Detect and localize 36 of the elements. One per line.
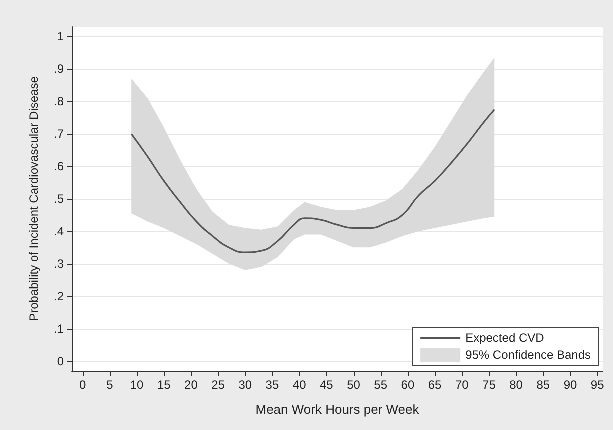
x-tick-label: 5 bbox=[106, 378, 114, 392]
x-tick-label: 85 bbox=[536, 378, 550, 392]
x-tick-label: 0 bbox=[79, 378, 86, 392]
x-tick-label: 10 bbox=[130, 378, 144, 392]
x-tick-label: 70 bbox=[455, 378, 470, 392]
y-tick-label: 1 bbox=[57, 30, 64, 44]
y-tick-label: .9 bbox=[54, 62, 64, 76]
x-tick-label: 30 bbox=[238, 378, 252, 392]
x-tick-label: 75 bbox=[482, 378, 496, 392]
y-tick-label: 0 bbox=[57, 354, 64, 368]
y-tick-label: .4 bbox=[54, 224, 64, 238]
line-series bbox=[130, 108, 496, 254]
x-axis-title: Mean Work Hours per Week bbox=[256, 402, 420, 417]
y-tick-label: .7 bbox=[54, 127, 64, 142]
annotation: 95% Confidence Bands bbox=[466, 348, 591, 362]
y-tick-label: .2 bbox=[54, 289, 64, 304]
y-tick-label: .6 bbox=[54, 160, 64, 174]
x-tick-label: 60 bbox=[401, 378, 415, 392]
x-tick-label: 35 bbox=[266, 378, 280, 392]
y-tick-label: .8 bbox=[54, 94, 64, 109]
x-tick-label: 15 bbox=[157, 378, 172, 392]
x-tick-label: 55 bbox=[374, 378, 388, 392]
x-tick-label: 25 bbox=[212, 378, 226, 392]
y-tick-label: .1 bbox=[54, 322, 64, 336]
x-tick-label: 65 bbox=[428, 378, 442, 392]
x-tick-label: 95 bbox=[590, 378, 605, 392]
y-axis-title: Probability of Incident Cardiovascular Disease bbox=[27, 76, 41, 322]
y-tick-label: .5 bbox=[54, 192, 64, 206]
x-tick-label: 20 bbox=[184, 378, 198, 392]
x-tick-label: 80 bbox=[510, 378, 524, 392]
x-tick-label: 40 bbox=[292, 378, 307, 392]
x-tick-label: 50 bbox=[347, 378, 361, 392]
x-tick-label: 90 bbox=[564, 378, 578, 392]
x-tick-label: 45 bbox=[320, 378, 334, 392]
legend-label: Expected CVD bbox=[466, 331, 545, 345]
y-tick-label: .3 bbox=[54, 256, 64, 271]
